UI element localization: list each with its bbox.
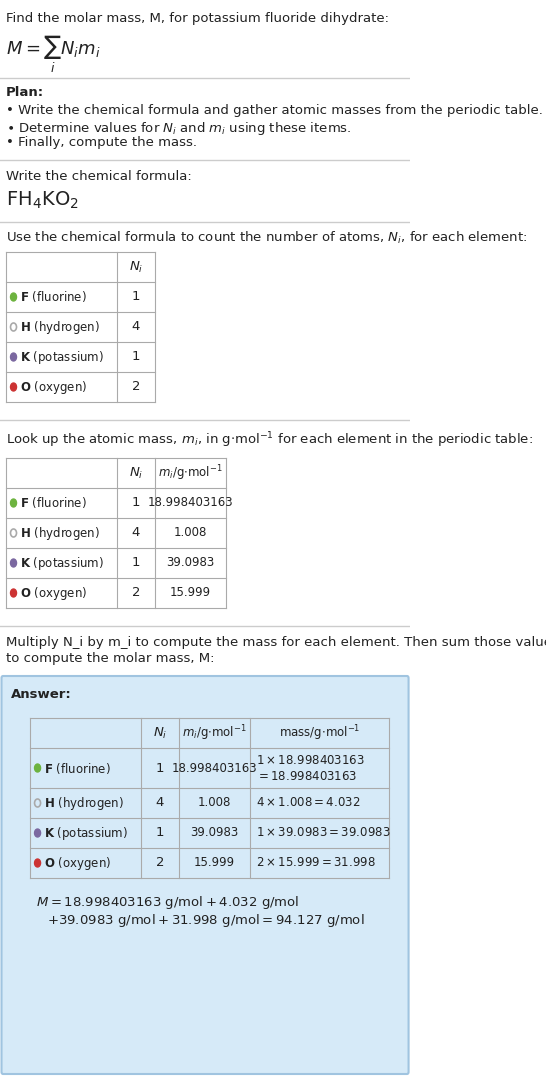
- Text: $\mathbf{K}$ (potassium): $\mathbf{K}$ (potassium): [20, 349, 103, 366]
- Text: 4: 4: [132, 526, 140, 539]
- Text: 2: 2: [156, 856, 164, 869]
- Text: • Write the chemical formula and gather atomic masses from the periodic table.: • Write the chemical formula and gather …: [6, 104, 543, 117]
- Circle shape: [10, 293, 16, 301]
- Text: Multiply N_i by m_i to compute the mass for each element. Then sum those values: Multiply N_i by m_i to compute the mass …: [6, 636, 546, 649]
- Text: Plan:: Plan:: [6, 86, 44, 99]
- Text: • Finally, compute the mass.: • Finally, compute the mass.: [6, 136, 197, 148]
- Circle shape: [10, 353, 16, 362]
- Text: $\mathbf{F}$ (fluorine): $\mathbf{F}$ (fluorine): [20, 496, 86, 510]
- Text: mass/g$\cdot$mol$^{-1}$: mass/g$\cdot$mol$^{-1}$: [279, 723, 360, 742]
- Circle shape: [34, 764, 40, 771]
- Text: 2: 2: [132, 586, 140, 599]
- Text: $1 \times 18.998403163$: $1 \times 18.998403163$: [256, 753, 365, 766]
- Text: 1.008: 1.008: [198, 796, 231, 809]
- Text: 1.008: 1.008: [174, 526, 207, 539]
- Text: $\mathbf{O}$ (oxygen): $\mathbf{O}$ (oxygen): [20, 379, 87, 396]
- Text: $\mathbf{H}$ (hydrogen): $\mathbf{H}$ (hydrogen): [44, 794, 123, 811]
- Circle shape: [34, 829, 40, 837]
- Text: $\mathbf{O}$ (oxygen): $\mathbf{O}$ (oxygen): [44, 854, 111, 872]
- Text: 18.998403163: 18.998403163: [171, 762, 257, 775]
- Text: Answer:: Answer:: [10, 688, 72, 700]
- Text: $N_i$: $N_i$: [129, 259, 143, 274]
- Text: Use the chemical formula to count the number of atoms, $N_i$, for each element:: Use the chemical formula to count the nu…: [6, 230, 527, 246]
- Text: 1: 1: [156, 762, 164, 775]
- Text: $4 \times 1.008 = 4.032$: $4 \times 1.008 = 4.032$: [256, 796, 360, 809]
- Text: 39.0983: 39.0983: [191, 826, 239, 839]
- Text: $2 \times 15.999 = 31.998$: $2 \times 15.999 = 31.998$: [256, 856, 376, 869]
- Text: $N_i$: $N_i$: [129, 466, 143, 481]
- Circle shape: [10, 589, 16, 597]
- Text: $\mathrm{FH_4KO_2}$: $\mathrm{FH_4KO_2}$: [6, 190, 79, 211]
- Text: $\bullet$ Determine values for $N_i$ and $m_i$ using these items.: $\bullet$ Determine values for $N_i$ and…: [6, 121, 352, 137]
- Text: $\mathbf{H}$ (hydrogen): $\mathbf{H}$ (hydrogen): [20, 524, 99, 541]
- Text: Look up the atomic mass, $m_i$, in g$\cdot$mol$^{-1}$ for each element in the pe: Look up the atomic mass, $m_i$, in g$\cd…: [6, 430, 533, 450]
- Text: 1: 1: [132, 556, 140, 569]
- Circle shape: [10, 499, 16, 507]
- Text: 2: 2: [132, 381, 140, 394]
- Text: $\mathbf{F}$ (fluorine): $\mathbf{F}$ (fluorine): [44, 761, 110, 776]
- Text: 1: 1: [132, 291, 140, 303]
- Text: $+ 39.0983\ \mathrm{g/mol} + 31.998\ \mathrm{g/mol} = 94.127\ \mathrm{g/mol}$: $+ 39.0983\ \mathrm{g/mol} + 31.998\ \ma…: [46, 912, 364, 929]
- Text: $1 \times 39.0983 = 39.0983$: $1 \times 39.0983 = 39.0983$: [256, 826, 390, 839]
- Text: $\mathbf{K}$ (potassium): $\mathbf{K}$ (potassium): [20, 554, 103, 571]
- Text: $m_i$/g$\cdot$mol$^{-1}$: $m_i$/g$\cdot$mol$^{-1}$: [182, 723, 247, 742]
- Text: $\mathbf{K}$ (potassium): $\mathbf{K}$ (potassium): [44, 824, 127, 841]
- Text: $N_i$: $N_i$: [153, 725, 167, 740]
- Text: 18.998403163: 18.998403163: [147, 496, 233, 510]
- Text: $= 18.998403163$: $= 18.998403163$: [256, 770, 358, 783]
- Text: 4: 4: [132, 321, 140, 334]
- Circle shape: [10, 560, 16, 567]
- Text: 15.999: 15.999: [194, 856, 235, 869]
- Text: 1: 1: [156, 826, 164, 839]
- Text: 39.0983: 39.0983: [167, 556, 215, 569]
- Text: $M = 18.998403163\ \mathrm{g/mol} + 4.032\ \mathrm{g/mol}$: $M = 18.998403163\ \mathrm{g/mol} + 4.03…: [36, 894, 299, 911]
- Text: 1: 1: [132, 496, 140, 510]
- Text: $\mathbf{O}$ (oxygen): $\mathbf{O}$ (oxygen): [20, 584, 87, 601]
- Text: Find the molar mass, M, for potassium fluoride dihydrate:: Find the molar mass, M, for potassium fl…: [6, 12, 389, 25]
- Text: $M = \sum_i N_i m_i$: $M = \sum_i N_i m_i$: [6, 34, 100, 75]
- Text: to compute the molar mass, M:: to compute the molar mass, M:: [6, 652, 215, 665]
- Text: $\mathbf{F}$ (fluorine): $\mathbf{F}$ (fluorine): [20, 289, 86, 305]
- Text: $m_i$/g$\cdot$mol$^{-1}$: $m_i$/g$\cdot$mol$^{-1}$: [158, 463, 223, 483]
- Circle shape: [34, 859, 40, 867]
- FancyBboxPatch shape: [2, 676, 408, 1074]
- Text: 15.999: 15.999: [170, 586, 211, 599]
- Text: $\mathbf{H}$ (hydrogen): $\mathbf{H}$ (hydrogen): [20, 318, 99, 336]
- Circle shape: [10, 383, 16, 391]
- Text: 1: 1: [132, 351, 140, 364]
- Text: 4: 4: [156, 796, 164, 809]
- Text: Write the chemical formula:: Write the chemical formula:: [6, 170, 192, 183]
